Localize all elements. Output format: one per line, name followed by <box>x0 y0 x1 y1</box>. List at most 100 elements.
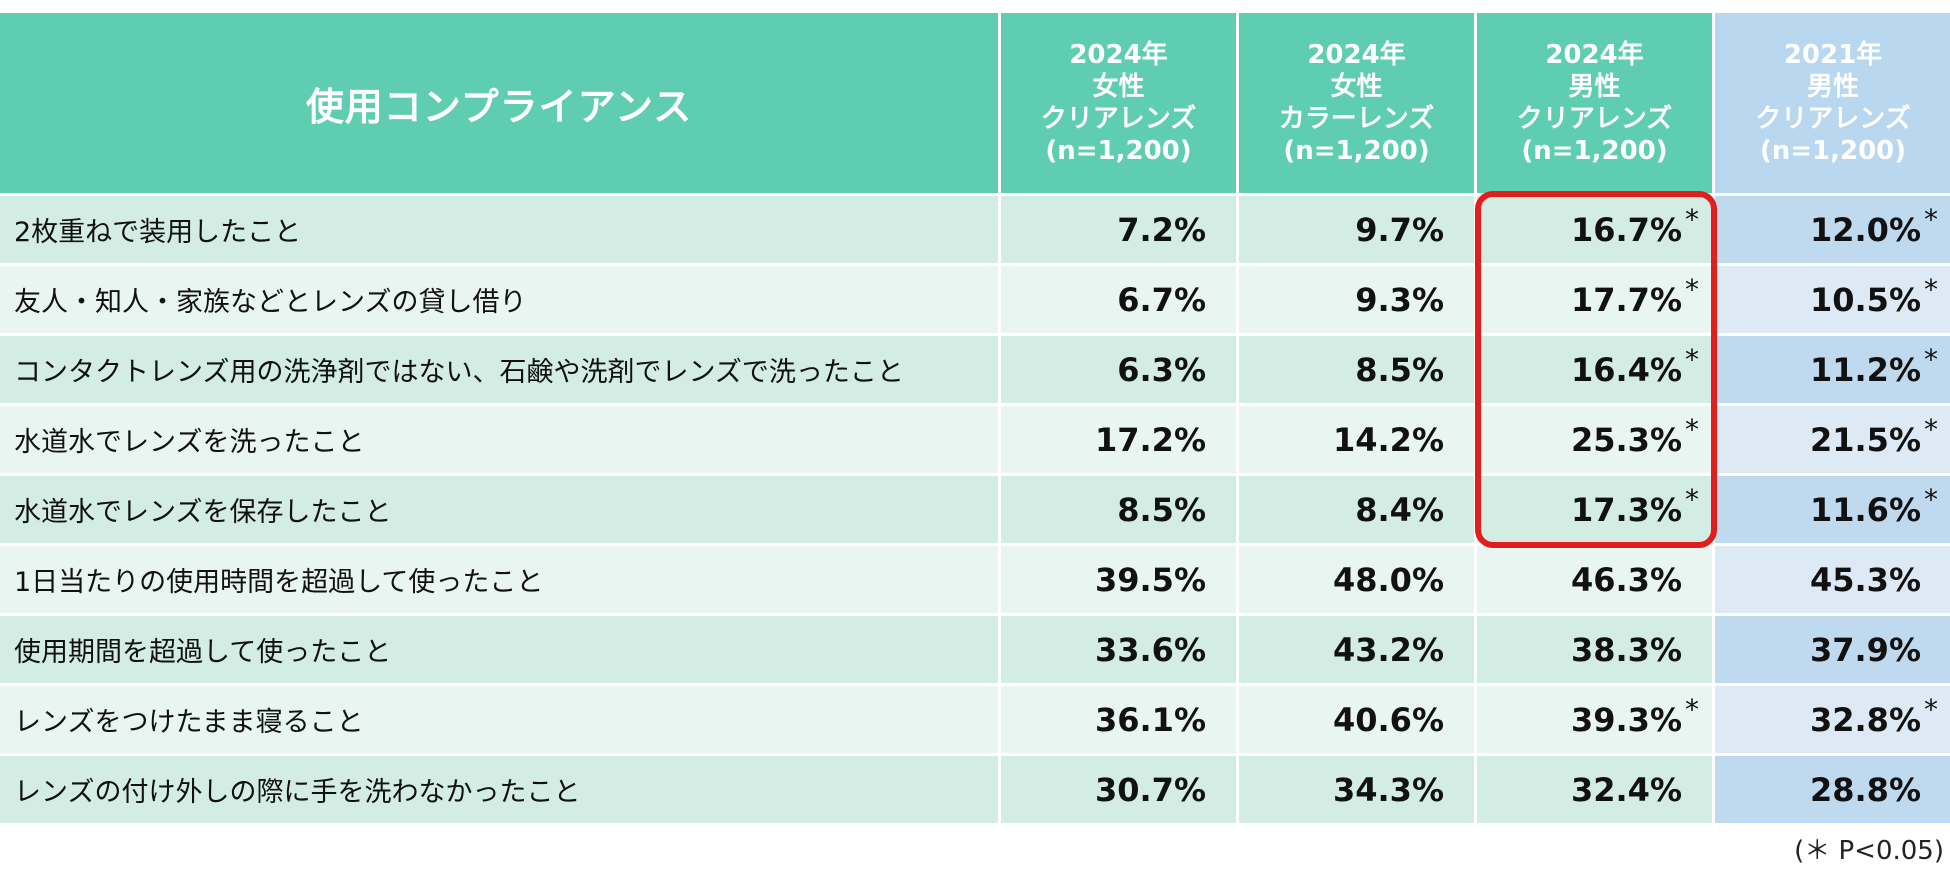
column-header-2021-male-clear: 2021年 男性 クリアレンズ (n=1,200) <box>1715 13 1950 193</box>
value-cell: 8.4% <box>1239 473 1477 543</box>
value-text-wrap: 36.1% <box>1095 701 1206 739</box>
table-row: 水道水でレンズを保存したこと 8.5% 8.4% 17.3% * 11.6% * <box>0 473 1950 543</box>
value-text: 39.5% <box>1094 560 1206 599</box>
table-title: 使用コンプライアンス <box>0 13 1001 193</box>
table-row: レンズをつけたまま寝ること 36.1% 40.6% 39.3% * 32.8% * <box>0 683 1950 753</box>
value-text-wrap: 16.4% * <box>1571 343 1699 389</box>
column-header-line: (n=1,200) <box>1759 136 1907 166</box>
value-cell: 12.0% * <box>1715 193 1950 263</box>
value-text-wrap: 32.8% * <box>1810 693 1938 739</box>
significance-mark: * <box>1924 412 1938 446</box>
significance-mark: * <box>1924 482 1938 516</box>
value-cell: 6.3% <box>1001 333 1239 403</box>
value-text-wrap: 33.6% <box>1095 631 1206 669</box>
value-text: 6.3% <box>1117 350 1206 389</box>
value-text-wrap: 10.5% * <box>1810 273 1938 319</box>
value-cell: 14.2% <box>1239 403 1477 473</box>
significance-mark: * <box>1924 272 1938 306</box>
column-header-line: 2024年 <box>1307 40 1406 70</box>
significance-mark: * <box>1685 342 1699 376</box>
value-text-wrap: 11.2% * <box>1810 343 1938 389</box>
value-cell: 16.4% * <box>1477 333 1715 403</box>
table-body: 2枚重ねで装用したこと 7.2% 9.7% 16.7% * 12.0% * 友人・知人・家族な… <box>0 193 1950 823</box>
value-cell: 33.6% <box>1001 613 1239 683</box>
value-text: 39.3% <box>1570 700 1682 739</box>
value-cell: 28.8% <box>1715 753 1950 823</box>
significance-mark: * <box>1924 202 1938 236</box>
value-cell: 11.2% * <box>1715 333 1950 403</box>
value-text-wrap: 8.4% <box>1355 491 1444 529</box>
row-label: 友人・知人・家族などとレンズの貸し借り <box>0 263 1001 333</box>
compliance-table: 使用コンプライアンス 2024年 女性 クリアレンズ (n=1,200) 202… <box>0 13 1950 823</box>
column-header-line: 女性 <box>1092 72 1145 102</box>
table-row: 2枚重ねで装用したこと 7.2% 9.7% 16.7% * 12.0% * <box>0 193 1950 263</box>
table-row: 1日当たりの使用時間を超過して使ったこと 39.5% 48.0% 46.3% 45.3% <box>0 543 1950 613</box>
value-text: 16.7% <box>1570 210 1682 249</box>
value-text: 8.4% <box>1355 490 1444 529</box>
column-header-line: 2024年 <box>1069 40 1168 70</box>
column-header-line: クリアレンズ <box>1755 104 1911 134</box>
value-text-wrap: 46.3% <box>1571 561 1682 599</box>
value-text-wrap: 11.6% * <box>1810 483 1938 529</box>
value-text-wrap: 28.8% <box>1810 771 1921 809</box>
row-label: レンズをつけたまま寝ること <box>0 683 1001 753</box>
value-text-wrap: 9.7% <box>1355 211 1444 249</box>
column-header-line: 2024年 <box>1545 40 1644 70</box>
value-cell: 40.6% <box>1239 683 1477 753</box>
row-label: 水道水でレンズを洗ったこと <box>0 403 1001 473</box>
value-cell: 45.3% <box>1715 543 1950 613</box>
row-label: 使用期間を超過して使ったこと <box>0 613 1001 683</box>
value-text: 21.5% <box>1809 420 1921 459</box>
value-text-wrap: 8.5% <box>1117 491 1206 529</box>
column-header-line: (n=1,200) <box>1521 136 1668 166</box>
value-text-wrap: 9.3% <box>1355 281 1444 319</box>
column-header-line: 男性 <box>1568 72 1621 102</box>
column-header-line: (n=1,200) <box>1045 136 1192 166</box>
value-cell: 17.3% * <box>1477 473 1715 543</box>
value-text-wrap: 43.2% <box>1333 631 1444 669</box>
value-cell: 30.7% <box>1001 753 1239 823</box>
value-text: 8.5% <box>1117 490 1206 529</box>
value-text: 9.3% <box>1355 280 1444 319</box>
value-cell: 11.6% * <box>1715 473 1950 543</box>
table-row: 水道水でレンズを洗ったこと 17.2% 14.2% 25.3% * 21.5% * <box>0 403 1950 473</box>
value-cell: 9.7% <box>1239 193 1477 263</box>
column-header-2024-female-clear: 2024年 女性 クリアレンズ (n=1,200) <box>1001 13 1239 193</box>
value-text-wrap: 7.2% <box>1117 211 1206 249</box>
significance-mark: * <box>1685 202 1699 236</box>
significance-mark: * <box>1685 692 1699 726</box>
table-title-text: 使用コンプライアンス <box>305 84 693 129</box>
significance-mark: * <box>1924 342 1938 376</box>
value-text: 12.0% <box>1809 210 1921 249</box>
value-text: 43.2% <box>1332 630 1444 669</box>
value-text-wrap: 38.3% <box>1571 631 1682 669</box>
value-text-wrap: 16.7% * <box>1570 203 1699 249</box>
value-text-wrap: 14.2% <box>1333 421 1444 459</box>
value-text-wrap: 32.4% <box>1571 771 1682 809</box>
value-cell: 38.3% <box>1477 613 1715 683</box>
value-text: 25.3% <box>1570 420 1682 459</box>
value-cell: 10.5% * <box>1715 263 1950 333</box>
row-label: コンタクトレンズ用の洗浄剤ではない、石鹸や洗剤でレンズで洗ったこと <box>0 333 1001 403</box>
value-cell: 46.3% <box>1477 543 1715 613</box>
value-text-wrap: 6.7% <box>1117 281 1206 319</box>
value-text-wrap: 39.3% * <box>1570 693 1699 739</box>
row-label: 1日当たりの使用時間を超過して使ったこと <box>0 543 1001 613</box>
value-text-wrap: 12.0% * <box>1809 203 1938 249</box>
value-cell: 16.7% * <box>1477 193 1715 263</box>
value-text-wrap: 21.5% * <box>1809 413 1938 459</box>
value-cell: 17.7% * <box>1477 263 1715 333</box>
column-header-line: (n=1,200) <box>1283 136 1430 166</box>
value-text: 14.2% <box>1332 420 1444 459</box>
significance-mark: * <box>1685 482 1699 516</box>
column-header-2024-female-color: 2024年 女性 カラーレンズ (n=1,200) <box>1239 13 1477 193</box>
column-header-line: 男性 <box>1806 72 1859 102</box>
value-text: 38.3% <box>1570 630 1682 669</box>
header-row: 使用コンプライアンス 2024年 女性 クリアレンズ (n=1,200) 202… <box>0 13 1950 193</box>
value-text: 17.7% <box>1570 280 1682 319</box>
column-header-line: 2021年 <box>1783 40 1883 70</box>
column-header-line: クリアレンズ <box>1040 104 1197 134</box>
value-cell: 43.2% <box>1239 613 1477 683</box>
footnote: (＊ P<0.05) <box>1794 836 1944 866</box>
value-cell: 21.5% * <box>1715 403 1950 473</box>
